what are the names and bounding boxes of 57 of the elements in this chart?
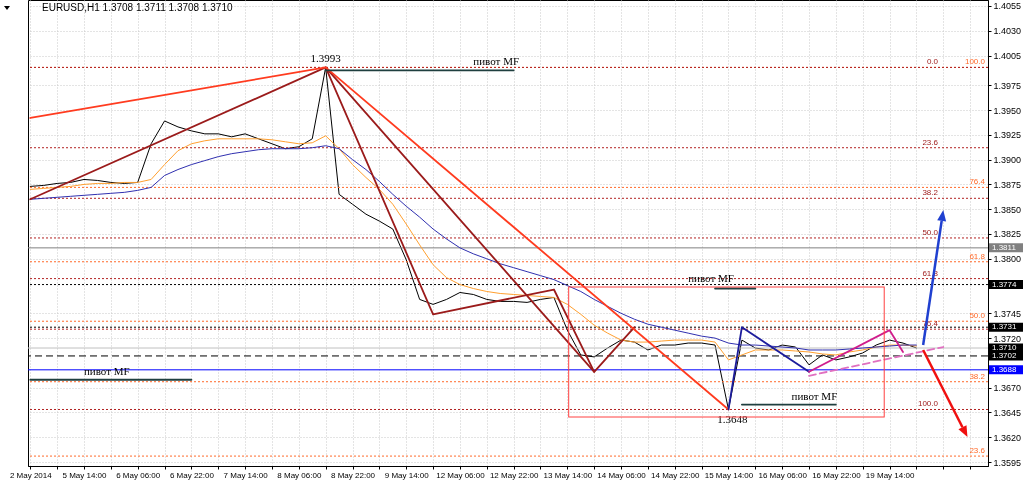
annotation: 100.0 <box>917 399 939 409</box>
x-tick-label: 5 May 14:00 <box>62 470 108 480</box>
x-tick-label: 14 May 06:00 <box>597 470 647 480</box>
annotation: 23.6 <box>969 446 986 456</box>
chart-title: EURUSD,H1 1.3708 1.3711 1.3708 1.3710 <box>42 2 233 13</box>
x-tick-label: 15 May 14:00 <box>704 470 754 480</box>
x-tick-label: 14 May 22:00 <box>651 470 701 480</box>
annotation: пивот MF <box>688 271 734 284</box>
annotation: 1.3993 <box>310 52 342 65</box>
y-tick-label: 1.4030 <box>993 26 1022 37</box>
x-tick-label: 16 May 06:00 <box>758 470 808 480</box>
y-tick-label: 1.3875 <box>993 179 1022 190</box>
ref-line-label: 1.3774 <box>992 279 1018 289</box>
annotation: 38.2 <box>922 188 939 198</box>
x-tick-label: 6 May 06:00 <box>116 470 161 480</box>
x-tick-label: 2 May 2014 <box>9 470 53 480</box>
annotation: 50.0 <box>969 311 986 321</box>
y-tick-label: 1.4005 <box>993 51 1022 62</box>
y-tick-label: 1.3850 <box>993 204 1022 215</box>
y-tick-label: 1.3975 <box>993 80 1022 91</box>
x-tick-label: 9 May 14:00 <box>384 470 430 480</box>
x-tick-label: 19 May 14:00 <box>865 470 915 480</box>
y-tick-label: 1.3595 <box>993 457 1022 468</box>
y-tick-label: 1.3645 <box>993 407 1022 418</box>
x-tick-label: 7 May 14:00 <box>223 470 269 480</box>
y-tick-label: 1.3900 <box>993 155 1022 166</box>
y-tick-label: 1.3720 <box>993 333 1022 344</box>
ref-line-label: 1.3702 <box>992 350 1018 360</box>
ref-line-label: 1.3811 <box>992 242 1017 252</box>
annotation: пивот MF <box>791 389 838 402</box>
x-tick-label: 12 May 22:00 <box>489 470 539 480</box>
y-tick-label: 1.3745 <box>993 308 1022 319</box>
annotation: 100.0 <box>964 57 986 67</box>
annotation: 50.0 <box>922 227 939 237</box>
x-tick-label: 8 May 22:00 <box>331 470 376 480</box>
x-tick-label: 12 May 06:00 <box>436 470 486 480</box>
y-tick-label: 1.3800 <box>993 254 1022 265</box>
x-tick-label: 8 May 06:00 <box>277 470 322 480</box>
y-tick-label: 1.4055 <box>993 1 1022 12</box>
annotation: 23.6 <box>922 137 939 147</box>
annotation: 0.0 <box>926 57 939 67</box>
y-tick-label: 1.3670 <box>993 383 1022 394</box>
y-tick-label: 1.3925 <box>993 130 1022 141</box>
annotation: 76.4 <box>969 177 986 187</box>
annotation: пивот MF <box>473 55 520 68</box>
ref-line-label: 1.3688 <box>992 364 1018 374</box>
annotation: 61.8 <box>969 251 986 261</box>
y-tick-label: 1.3825 <box>993 229 1022 240</box>
x-tick-label: 6 May 22:00 <box>169 470 215 480</box>
annotation: 38.2 <box>969 371 986 381</box>
x-tick-label: 16 May 22:00 <box>812 470 862 480</box>
ref-line-label: 1.3710 <box>992 343 1018 353</box>
annotation: 1.3648 <box>717 413 749 426</box>
y-tick-label: 1.3620 <box>993 432 1022 443</box>
ref-line-label: 1.3731 <box>992 322 1018 332</box>
y-tick-label: 1.3950 <box>993 105 1022 116</box>
x-tick-label: 13 May 14:00 <box>543 470 593 480</box>
